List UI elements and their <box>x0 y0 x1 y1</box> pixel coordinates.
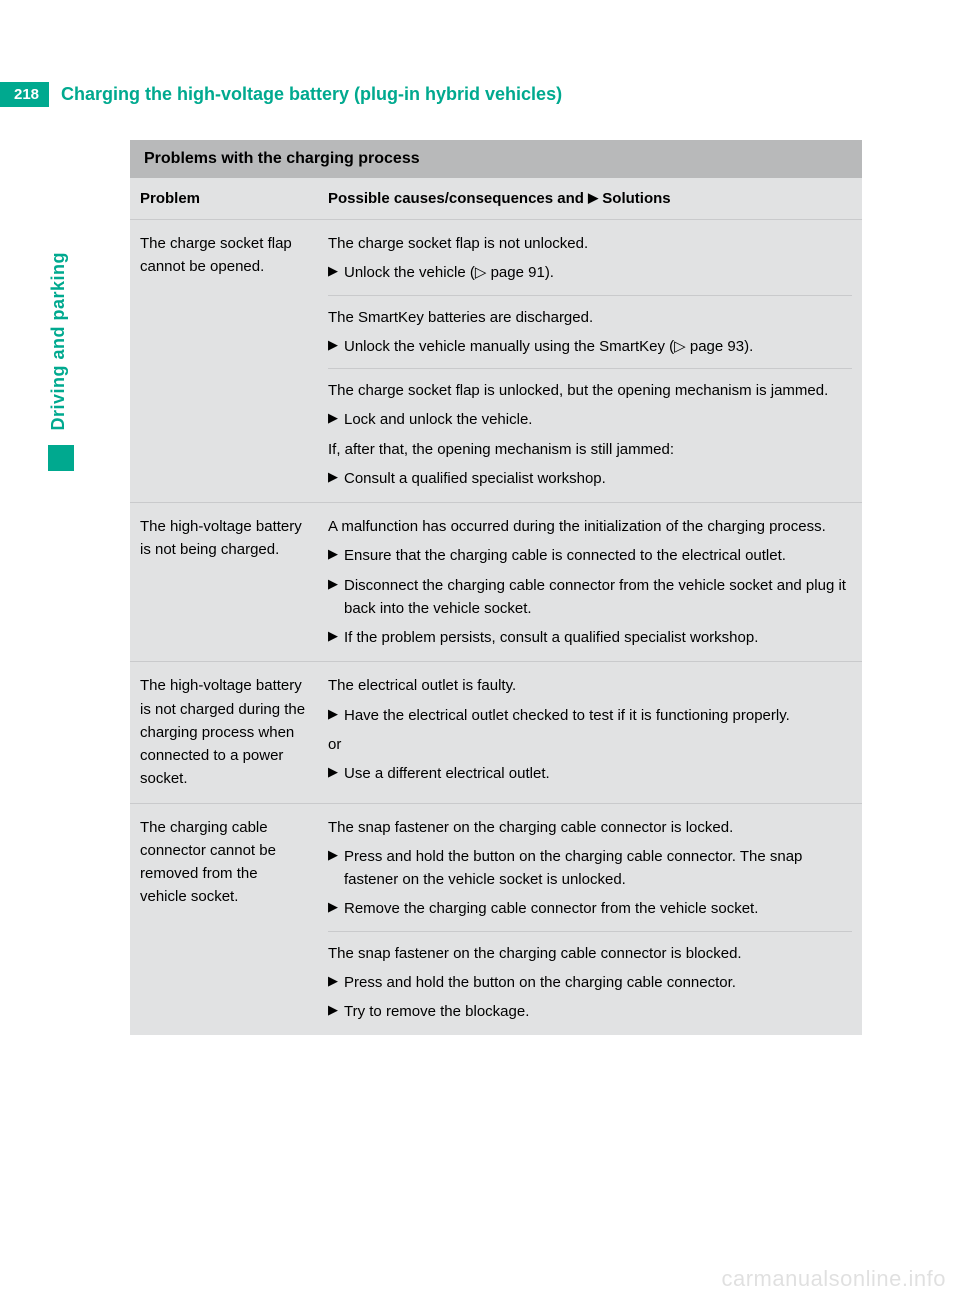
step-text: Press and hold the button on the chargin… <box>344 971 852 994</box>
problem-cell: The charging cable connector cannot be r… <box>130 803 318 1035</box>
step-line: ▶Remove the charging cable connector fro… <box>328 897 852 920</box>
page: 218 Charging the high-voltage battery (p… <box>0 0 960 1302</box>
triangle-right-icon: ▶ <box>328 971 344 992</box>
note-text: or <box>328 733 852 756</box>
triangle-right-icon: ▶ <box>328 544 344 565</box>
step-text: Press and hold the button on the chargin… <box>344 845 852 892</box>
cause-text: The charge socket flap is not unlocked. <box>328 232 852 255</box>
triangle-right-icon: ▶ <box>588 190 598 206</box>
solution-cell: A malfunction has occurred during the in… <box>318 503 862 662</box>
problem-cell: The high-voltage battery is not being ch… <box>130 503 318 662</box>
solution-cell: The snap fastener on the charging cable … <box>318 803 862 1035</box>
problem-cell: The charge socket flap cannot be opened. <box>130 220 318 503</box>
note-text: If, after that, the opening mechanism is… <box>328 438 852 461</box>
triangle-right-icon: ▶ <box>328 1000 344 1021</box>
table-row: The high-voltage battery is not being ch… <box>130 503 862 662</box>
cause-text: The electrical outlet is faulty. <box>328 674 852 697</box>
page-number: 218 <box>0 82 49 107</box>
triangle-right-icon: ▶ <box>328 574 344 595</box>
column-header-solutions: Possible causes/consequences and ▶ Solut… <box>318 178 862 220</box>
triangle-right-icon: ▶ <box>328 261 344 282</box>
solution-block: The snap fastener on the charging cable … <box>328 932 852 1024</box>
problem-cell: The high-voltage battery is not charged … <box>130 662 318 803</box>
step-text: Lock and unlock the vehicle. <box>344 408 852 431</box>
solution-block: The snap fastener on the charging cable … <box>328 816 852 932</box>
watermark: carmanualsonline.info <box>721 1266 946 1292</box>
step-line: ▶Unlock the vehicle manually using the S… <box>328 335 852 358</box>
step-text: Unlock the vehicle manually using the Sm… <box>344 335 852 358</box>
triangle-right-icon: ▶ <box>328 897 344 918</box>
solution-cell: The charge socket flap is not unlocked. ▶… <box>318 220 862 503</box>
cause-text: The snap fastener on the charging cable … <box>328 942 852 965</box>
step-text: Have the electrical outlet checked to te… <box>344 704 852 727</box>
side-tab-label: Driving and parking <box>48 252 69 431</box>
step-text: Unlock the vehicle (▷ page 91). <box>344 261 852 284</box>
triangle-right-icon: ▶ <box>328 626 344 647</box>
column-header-problem: Problem <box>130 178 318 220</box>
page-header: 218 Charging the high-voltage battery (p… <box>0 82 960 107</box>
solution-cell: The electrical outlet is faulty.▶Have th… <box>318 662 862 803</box>
cause-text: The charge socket flap is unlocked, but … <box>328 379 852 402</box>
step-line: ▶Have the electrical outlet checked to t… <box>328 704 852 727</box>
table-row: The charge socket flap cannot be opened.… <box>130 220 862 503</box>
step-text: Ensure that the charging cable is connec… <box>344 544 852 567</box>
troubleshooting-table: Problem Possible causes/consequences and… <box>130 178 862 1035</box>
triangle-right-icon: ▶ <box>328 335 344 356</box>
cause-text: A malfunction has occurred during the in… <box>328 515 852 538</box>
step-line: ▶Unlock the vehicle (▷ page 91). <box>328 261 852 284</box>
step-text: Disconnect the charging cable connector … <box>344 574 852 621</box>
step-line: ▶Press and hold the button on the chargi… <box>328 971 852 994</box>
section-side-tab: Driving and parking <box>48 252 76 471</box>
solutions-header-suffix: Solutions <box>598 190 671 207</box>
step-line: ▶Disconnect the charging cable connector… <box>328 574 852 621</box>
step-line: ▶If the problem persists, consult a qual… <box>328 626 852 649</box>
step-line: ▶Consult a qualified specialist workshop… <box>328 467 852 490</box>
step-text: If the problem persists, consult a quali… <box>344 626 852 649</box>
cause-text: The SmartKey batteries are discharged. <box>328 306 852 329</box>
side-tab-marker <box>48 445 74 471</box>
table-header-row: Problem Possible causes/consequences and… <box>130 178 862 220</box>
solutions-header-prefix: Possible causes/consequences and <box>328 190 588 207</box>
step-line: ▶Lock and unlock the vehicle. <box>328 408 852 431</box>
cause-text: The snap fastener on the charging cable … <box>328 816 852 839</box>
triangle-right-icon: ▶ <box>328 762 344 783</box>
step-text: Consult a qualified specialist workshop. <box>344 467 852 490</box>
step-line: ▶Use a different electrical outlet. <box>328 762 852 785</box>
step-line: ▶Ensure that the charging cable is conne… <box>328 544 852 567</box>
solution-block: A malfunction has occurred during the in… <box>328 515 852 649</box>
triangle-right-icon: ▶ <box>328 845 344 866</box>
solution-block: The charge socket flap is unlocked, but … <box>328 369 852 490</box>
triangle-right-icon: ▶ <box>328 408 344 429</box>
solution-block: The electrical outlet is faulty.▶Have th… <box>328 674 852 785</box>
triangle-right-icon: ▶ <box>328 704 344 725</box>
section-title: Problems with the charging process <box>130 140 862 178</box>
solution-block: The charge socket flap is not unlocked. ▶… <box>328 232 852 296</box>
table-body: The charge socket flap cannot be opened.… <box>130 220 862 1036</box>
table-row: The high-voltage battery is not charged … <box>130 662 862 803</box>
content-area: Problems with the charging process Probl… <box>130 140 862 1035</box>
step-text: Remove the charging cable connector from… <box>344 897 852 920</box>
table-row: The charging cable connector cannot be r… <box>130 803 862 1035</box>
step-line: ▶Press and hold the button on the chargi… <box>328 845 852 892</box>
solution-block: The SmartKey batteries are discharged. ▶U… <box>328 296 852 370</box>
page-title: Charging the high-voltage battery (plug-… <box>61 84 562 105</box>
step-line: ▶Try to remove the blockage. <box>328 1000 852 1023</box>
step-text: Use a different electrical outlet. <box>344 762 852 785</box>
triangle-right-icon: ▶ <box>328 467 344 488</box>
step-text: Try to remove the blockage. <box>344 1000 852 1023</box>
